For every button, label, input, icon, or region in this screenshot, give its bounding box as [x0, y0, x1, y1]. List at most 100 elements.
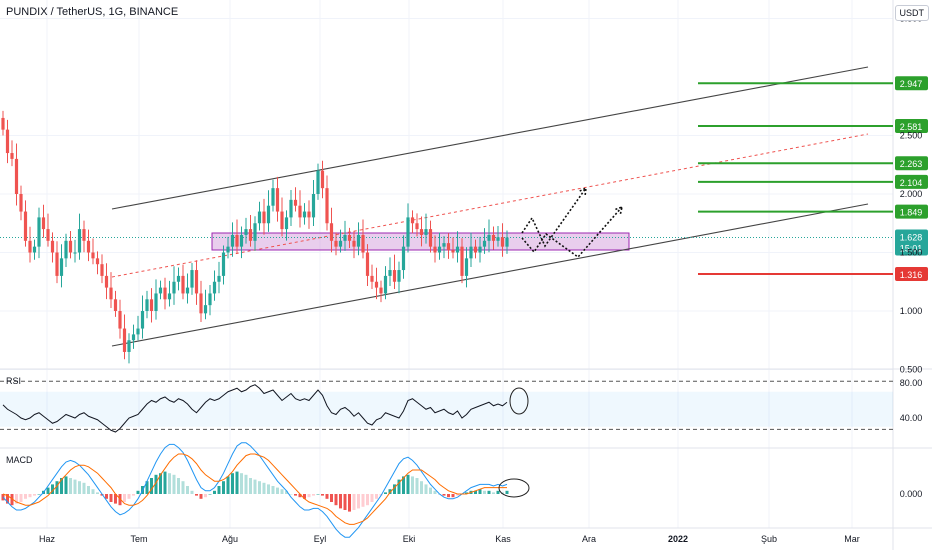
- macd-hist-bar: [244, 474, 248, 494]
- macd-line: [2, 442, 508, 538]
- macd-hist-bar: [64, 476, 68, 494]
- candle-body: [68, 240, 73, 253]
- candle-body: [19, 194, 23, 212]
- macd-hist-bar: [33, 494, 36, 496]
- rsi-pane: 80.00 40.00: [0, 378, 922, 433]
- macd-hist-bar: [339, 494, 342, 509]
- time-tick-label: Eyl: [314, 534, 327, 544]
- macd-label: MACD: [6, 455, 33, 465]
- candle-body: [226, 246, 230, 253]
- level-label: 2.104: [900, 178, 923, 188]
- candle-body: [469, 246, 473, 259]
- macd-hist-bar: [51, 484, 54, 494]
- candle-body: [158, 287, 163, 294]
- macd-hist-bar: [96, 492, 99, 494]
- macd-hist-bar: [388, 489, 392, 494]
- channel-mid-line: [111, 133, 869, 278]
- macd-hist-bar: [505, 490, 509, 494]
- candle-body: [460, 246, 464, 276]
- candle-body: [257, 211, 262, 224]
- candle-body: [433, 246, 437, 253]
- macd-hist-bar: [177, 478, 180, 494]
- candle-body: [167, 293, 172, 300]
- macd-hist-bar: [235, 471, 239, 494]
- candle-body: [424, 229, 428, 235]
- macd-hist-bar: [307, 494, 311, 498]
- candle-body: [194, 270, 199, 294]
- level-label-bg: [895, 204, 928, 219]
- candle-body: [221, 252, 226, 276]
- candle-body: [347, 234, 352, 241]
- candle-body: [388, 270, 392, 276]
- time-tick-label: Mar: [844, 534, 860, 544]
- candle-body: [136, 328, 140, 335]
- macd-hist-bar: [253, 479, 257, 494]
- macd-hist-bar: [276, 487, 279, 494]
- candle-body: [14, 158, 19, 194]
- candle-body: [203, 305, 208, 314]
- time-tick-label: Şub: [761, 534, 777, 544]
- macd-hist-bar: [366, 494, 369, 506]
- macd-hist-bar: [289, 494, 293, 495]
- macd-hist-bar: [393, 484, 396, 494]
- candle-body: [343, 234, 347, 241]
- level-label-bg: [895, 156, 928, 171]
- macd-hist-bar: [55, 481, 59, 494]
- level-label-bg: [895, 267, 928, 282]
- level-label-bg: [895, 119, 928, 134]
- macd-hist-bar: [330, 494, 333, 502]
- candle-body: [28, 240, 32, 253]
- currency-button[interactable]: USDT: [894, 5, 929, 21]
- price-channel: [0, 66, 893, 347]
- macd-hist-bar: [420, 481, 423, 494]
- macd-hist-bar: [298, 494, 302, 498]
- macd-hist-bar: [132, 494, 135, 496]
- candle-body: [437, 246, 442, 253]
- candle-body: [32, 246, 37, 253]
- candle-body: [10, 153, 14, 159]
- macd-hist-bar: [343, 494, 347, 510]
- candle-body: [109, 287, 113, 300]
- candle-body: [352, 240, 356, 247]
- candle-body: [55, 252, 59, 276]
- candle-body: [271, 188, 275, 206]
- candle-body: [59, 258, 64, 276]
- signal-line: [2, 453, 507, 525]
- arrow-path-up: [521, 187, 587, 248]
- candle-body: [95, 258, 100, 265]
- candle-body: [419, 229, 424, 235]
- candle-body: [311, 194, 316, 218]
- level-label: 1.849: [900, 208, 923, 218]
- macd-hist-bar: [69, 478, 72, 494]
- level-label: 2.581: [900, 122, 923, 132]
- candle-body: [199, 293, 203, 314]
- macd-hist-bar: [429, 487, 432, 494]
- macd-hist-bar: [118, 494, 122, 506]
- macd-hist-bar: [348, 494, 351, 512]
- candle-body: [275, 188, 280, 212]
- macd-hist-bar: [321, 494, 324, 496]
- macd-hist-bar: [15, 494, 18, 504]
- price-tick-label: 0.500: [900, 365, 923, 375]
- time-tick-label: Tem: [130, 534, 147, 544]
- candle-body: [365, 252, 370, 276]
- candle-body: [482, 240, 487, 247]
- macd-hist-bar: [357, 494, 360, 509]
- macd-highlight-circle: [498, 478, 530, 498]
- macd-hist-bar: [24, 494, 27, 499]
- candle-body: [244, 229, 248, 235]
- macd-hist-bar: [397, 479, 401, 494]
- candle-body: [262, 211, 266, 224]
- macd-hist-bar: [303, 494, 306, 499]
- countdown-label: 15:01: [900, 244, 923, 254]
- macd-hist-bar: [411, 476, 414, 494]
- candle-body: [91, 252, 95, 259]
- candle-body: [50, 240, 55, 253]
- candle-body: [190, 270, 194, 288]
- candle-body: [329, 223, 334, 241]
- candle-body: [131, 334, 136, 341]
- candle-body: [289, 199, 293, 218]
- time-tick-label: Kas: [495, 534, 511, 544]
